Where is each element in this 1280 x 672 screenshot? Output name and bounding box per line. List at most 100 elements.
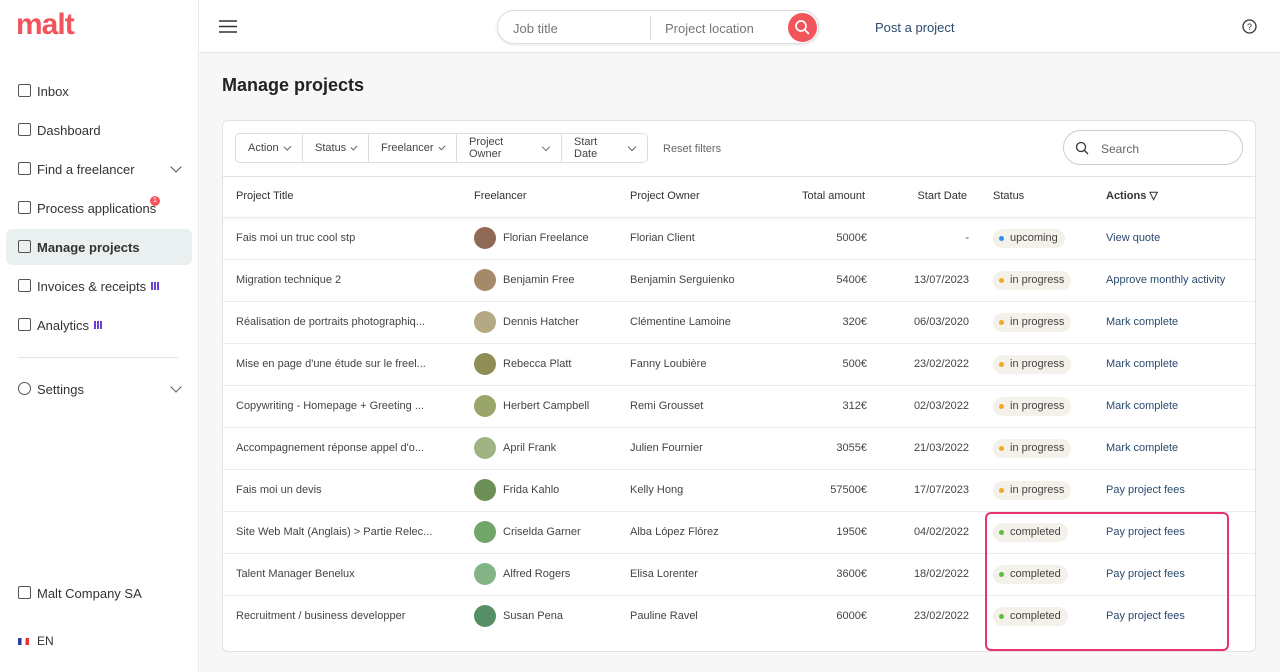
reset-filters[interactable]: Reset filters (663, 143, 722, 155)
project-title: Talent Manager Benelux (236, 568, 355, 580)
start-date: 18/02/2022 (913, 568, 969, 580)
column-header: Project Title (236, 190, 294, 202)
search-button[interactable] (788, 13, 817, 42)
location-input[interactable]: Project location (665, 21, 754, 36)
nav-icon (18, 123, 31, 136)
start-date: 23/02/2022 (913, 610, 969, 622)
nav-item[interactable]: Find a freelancer (6, 151, 192, 187)
column-header[interactable]: Actions ▽ (1106, 190, 1158, 202)
freelancer: Benjamin Free (503, 274, 575, 286)
action-link[interactable]: Mark complete (1106, 400, 1179, 412)
nav-label: Process applications (37, 200, 157, 216)
status-pill: in progress (993, 313, 1072, 332)
help-icon[interactable]: ? (1242, 19, 1257, 34)
project-owner: Elisa Lorenter (630, 568, 698, 580)
company-switcher[interactable]: Malt Company SA (6, 575, 192, 611)
status-label: in progress (1010, 316, 1065, 328)
action-link[interactable]: Mark complete (1106, 316, 1179, 328)
table-row[interactable]: Fais moi un devis Frida Kahlo Kelly Hong 57… (223, 469, 1255, 511)
action-link[interactable]: Pay project fees (1106, 526, 1185, 538)
avatar (474, 395, 496, 417)
total-amount: 57500€ (830, 484, 867, 496)
freelancer: Herbert Campbell (503, 400, 590, 412)
status-pill: in progress (993, 481, 1072, 500)
table-row[interactable]: Accompagnement réponse appel d'o... April… (223, 427, 1255, 469)
filter-button[interactable]: Start Date (562, 133, 648, 163)
nav-label: Find a freelancer (37, 161, 135, 177)
freelancer: Frida Kahlo (503, 484, 560, 496)
nav-icon (18, 382, 31, 395)
job-title-input[interactable]: Job title (513, 21, 558, 36)
status-pill: completed (993, 607, 1068, 626)
nav-item[interactable]: Analytics (6, 307, 192, 343)
project-owner: Fanny Loubière (630, 358, 707, 370)
start-date: 17/07/2023 (913, 484, 969, 496)
table-search[interactable]: Search (1063, 130, 1243, 165)
nav-item[interactable]: Inbox (6, 73, 192, 109)
avatar (474, 353, 496, 375)
status-pill: completed (993, 565, 1068, 584)
action-link[interactable]: Mark complete (1106, 442, 1179, 454)
start-date: 04/02/2022 (913, 526, 969, 538)
column-header: Start Date (917, 190, 967, 202)
nav-label: Dashboard (37, 122, 101, 138)
table-row[interactable]: Site Web Malt (Anglais) > Partie Relec..… (223, 511, 1255, 553)
project-title: Accompagnement réponse appel d'o... (236, 442, 424, 454)
project-owner: Kelly Hong (630, 484, 684, 496)
table-row[interactable]: Mise en page d'une étude sur le freel...… (223, 343, 1255, 385)
action-link[interactable]: Approve monthly activity (1106, 274, 1226, 286)
language-label: EN (37, 634, 54, 648)
post-project-link[interactable]: Post a project (875, 20, 955, 35)
avatar (474, 605, 496, 627)
action-link[interactable]: Mark complete (1106, 358, 1179, 370)
nav-item[interactable]: Manage projects (6, 229, 192, 265)
table-row[interactable]: Réalisation de portraits photographiq...… (223, 301, 1255, 343)
total-amount: 5400€ (836, 274, 867, 286)
filter-button[interactable]: Status (303, 133, 369, 163)
nav-icon (18, 201, 31, 214)
start-date: - (965, 232, 969, 244)
filter-button[interactable]: Freelancer (369, 133, 457, 163)
table-row[interactable]: Migration technique 2 Benjamin Free Benjam… (223, 259, 1255, 301)
nav-label: Invoices & receipts (37, 278, 147, 294)
menu-icon[interactable] (219, 20, 237, 33)
freelancer: Alfred Rogers (503, 568, 571, 580)
status-pill: in progress (993, 397, 1072, 416)
freelancer: Florian Freelance (503, 232, 589, 244)
nav-label: Manage projects (37, 239, 140, 255)
nav-label: Analytics (37, 317, 90, 333)
action-link[interactable]: View quote (1106, 232, 1161, 244)
table-row[interactable]: Fais moi un truc cool stp Florian Freelan… (223, 217, 1255, 259)
nav-icon (18, 318, 31, 331)
total-amount: 6000€ (836, 610, 867, 622)
status-pill: in progress (993, 271, 1072, 290)
language[interactable]: EN (18, 634, 54, 648)
nav-item[interactable]: Process applications (6, 190, 192, 226)
logo[interactable]: malt (16, 8, 75, 41)
action-link[interactable]: Pay project fees (1106, 484, 1185, 496)
table-row[interactable]: Talent Manager Benelux Alfred Rogers Elisa… (223, 553, 1255, 595)
nav-bars (151, 282, 161, 290)
status-label: in progress (1010, 274, 1065, 286)
start-date: 23/02/2022 (913, 358, 969, 370)
column-header: Status (993, 190, 1025, 202)
nav-item[interactable]: Invoices & receipts (6, 268, 192, 304)
status-dot (999, 278, 1004, 283)
status-pill: in progress (993, 355, 1072, 374)
table-row[interactable]: Copywriting - Homepage + Greeting ... Her… (223, 385, 1255, 427)
filter-button[interactable]: Action (235, 133, 303, 163)
filter-button[interactable]: Project Owner (457, 133, 562, 163)
project-title: Mise en page d'une étude sur le freel... (236, 358, 426, 370)
nav-item[interactable]: Settings (6, 371, 192, 407)
action-link[interactable]: Pay project fees (1106, 568, 1185, 580)
action-link[interactable]: Pay project fees (1106, 610, 1185, 622)
freelancer: Criselda Garner (503, 526, 581, 538)
avatar (474, 437, 496, 459)
avatar (474, 311, 496, 333)
total-amount: 1950€ (836, 526, 867, 538)
status-dot (999, 446, 1004, 451)
nav-item[interactable]: Dashboard (6, 112, 192, 148)
table-row[interactable]: Recruitment / business developper Susan P… (223, 595, 1255, 637)
status-dot (999, 236, 1004, 241)
